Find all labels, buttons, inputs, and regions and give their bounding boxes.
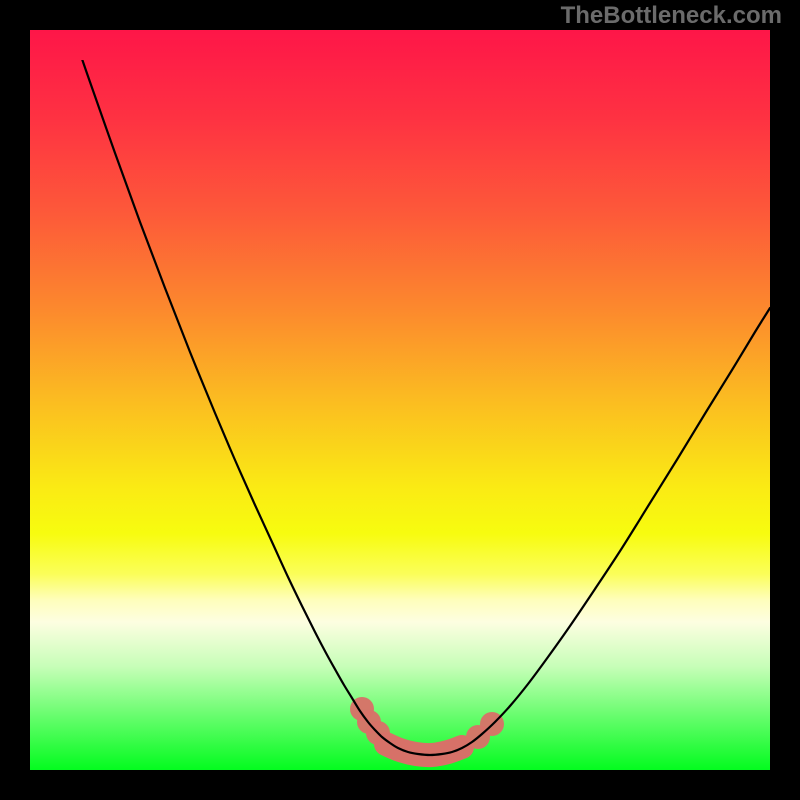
chart-frame: TheBottleneck.com bbox=[0, 0, 800, 800]
watermark-text: TheBottleneck.com bbox=[561, 2, 782, 30]
bottleneck-chart bbox=[0, 0, 800, 800]
plot-background bbox=[30, 30, 770, 770]
